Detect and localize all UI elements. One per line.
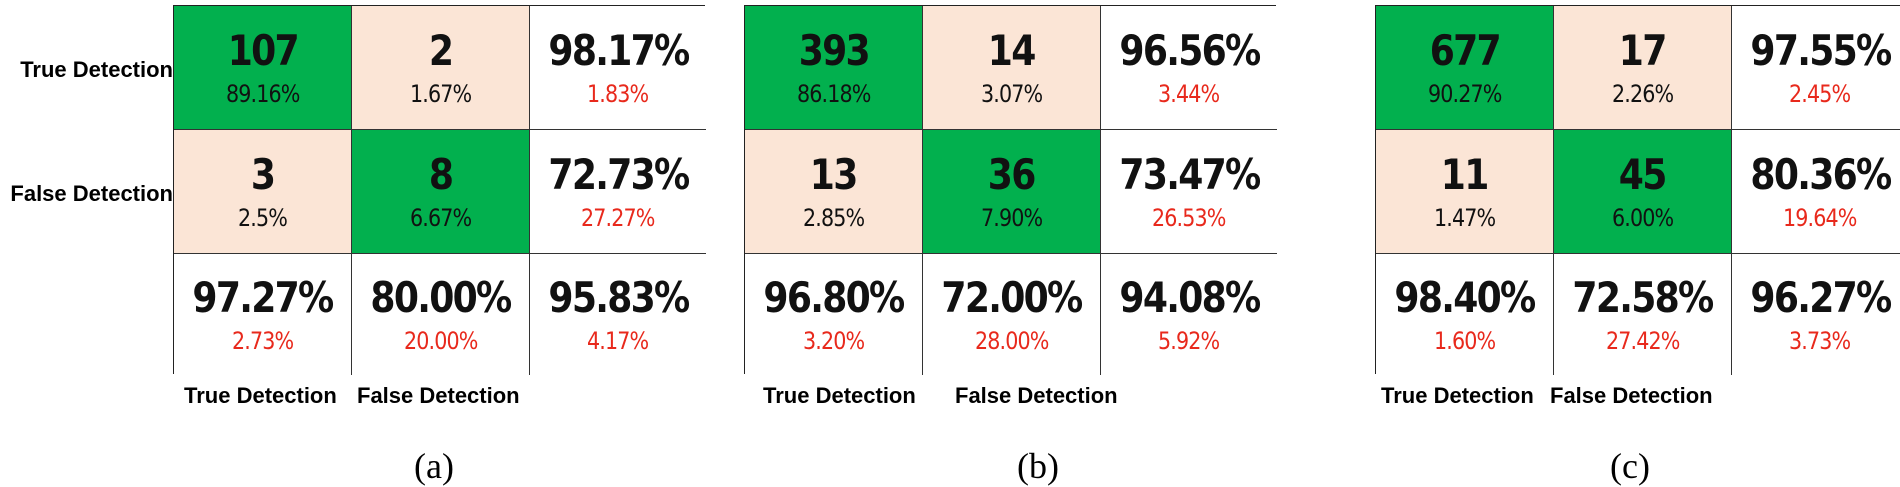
cell-error-rate: 2.73% xyxy=(231,326,294,355)
cell-error-rate: 3.44% xyxy=(1158,79,1220,108)
cell-percent: 1.67% xyxy=(409,79,472,108)
cell-percent: 86.18% xyxy=(796,79,871,108)
panel-caption: (b) xyxy=(1017,446,1059,486)
cell-false-positive: 13 2.85% xyxy=(745,130,923,254)
cell-false-positive: 11 1.47% xyxy=(1376,130,1554,254)
cell-error-rate: 27.27% xyxy=(581,203,655,232)
cell-row-precision: 72.73% 27.27% xyxy=(530,130,706,254)
cell-percent: 7.90% xyxy=(980,203,1043,232)
cell-false-negative: 17 2.26% xyxy=(1554,6,1732,130)
matrix-grid: 107 89.16% 2 1.67% 98.17% 1.83% 3 2.5% 8 6.67… xyxy=(173,5,706,375)
matrix-grid: 677 90.27% 17 2.26% 97.55% 2.45% 11 1.47% 45… xyxy=(1375,5,1900,375)
cell-true-positive: 393 86.18% xyxy=(745,6,923,130)
cell-true-negative: 45 6.00% xyxy=(1554,130,1732,254)
cell-count: 17 xyxy=(1619,25,1668,75)
col-label-true-detection: True Detection xyxy=(1381,383,1534,408)
cell-percent: 3.07% xyxy=(980,79,1043,108)
confusion-matrix-a: True Detection False Detection 107 89.16%… xyxy=(0,5,706,486)
cell-rate: 94.08% xyxy=(1118,272,1261,322)
cell-rate: 98.17% xyxy=(547,25,690,75)
cell-error-rate: 1.83% xyxy=(587,79,649,108)
cell-count: 8 xyxy=(428,149,454,199)
cell-true-positive: 107 89.16% xyxy=(174,6,352,130)
cell-column-recall: 98.40% 1.60% xyxy=(1376,254,1554,375)
cell-rate: 97.27% xyxy=(192,272,334,322)
cell-error-rate: 28.00% xyxy=(974,326,1049,355)
cell-error-rate: 20.00% xyxy=(403,326,478,355)
cell-row-precision: 98.17% 1.83% xyxy=(530,6,706,130)
cell-count: 393 xyxy=(798,25,870,75)
cell-rate: 72.58% xyxy=(1572,272,1714,322)
cell-error-rate: 5.92% xyxy=(1158,326,1220,355)
cell-rate: 72.73% xyxy=(547,149,690,199)
cell-count: 11 xyxy=(1441,149,1490,199)
cell-percent: 2.85% xyxy=(802,203,865,232)
cell-rate: 97.55% xyxy=(1749,25,1892,75)
cell-error-rate: 27.42% xyxy=(1605,326,1680,355)
cell-row-precision: 97.55% 2.45% xyxy=(1732,6,1900,130)
panel-caption: (c) xyxy=(1610,446,1650,486)
cell-true-negative: 36 7.90% xyxy=(923,130,1101,254)
cell-rate: 80.36% xyxy=(1749,149,1892,199)
cell-count: 13 xyxy=(810,149,859,199)
cell-percent: 2.5% xyxy=(237,203,288,232)
confusion-matrix-c: 677 90.27% 17 2.26% 97.55% 2.45% 11 1.47% 45… xyxy=(1164,5,1900,486)
cell-count: 107 xyxy=(227,25,299,75)
cell-error-rate: 3.20% xyxy=(802,326,865,355)
cell-false-negative: 14 3.07% xyxy=(923,6,1101,130)
cell-overall-accuracy: 94.08% 5.92% xyxy=(1101,254,1277,375)
col-label-true-detection: True Detection xyxy=(184,383,337,408)
cell-percent: 89.16% xyxy=(225,79,300,108)
cell-percent: 6.00% xyxy=(1611,203,1674,232)
cell-rate: 96.80% xyxy=(763,272,905,322)
cell-true-positive: 677 90.27% xyxy=(1376,6,1554,130)
col-label-false-detection: False Detection xyxy=(1550,383,1713,408)
matrix-grid: 393 86.18% 14 3.07% 96.56% 3.44% 13 2.85% 36… xyxy=(744,5,1277,375)
cell-error-rate: 2.45% xyxy=(1789,79,1851,108)
cell-rate: 96.27% xyxy=(1749,272,1892,322)
cell-column-recall: 72.00% 28.00% xyxy=(923,254,1101,375)
panel-caption: (a) xyxy=(414,446,454,486)
cell-rate: 95.83% xyxy=(547,272,690,322)
cell-rate: 96.56% xyxy=(1118,25,1261,75)
cell-error-rate: 19.64% xyxy=(1783,203,1857,232)
cell-true-negative: 8 6.67% xyxy=(352,130,530,254)
cell-error-rate: 4.17% xyxy=(587,326,649,355)
cell-row-precision: 73.47% 26.53% xyxy=(1101,130,1277,254)
cell-percent: 90.27% xyxy=(1427,79,1502,108)
cell-error-rate: 26.53% xyxy=(1152,203,1226,232)
cell-overall-accuracy: 96.27% 3.73% xyxy=(1732,254,1900,375)
cell-error-rate: 1.60% xyxy=(1433,326,1496,355)
cell-false-negative: 2 1.67% xyxy=(352,6,530,130)
cell-rate: 73.47% xyxy=(1118,149,1261,199)
cell-rate: 98.40% xyxy=(1394,272,1536,322)
cell-count: 36 xyxy=(988,149,1037,199)
cell-row-precision: 96.56% 3.44% xyxy=(1101,6,1277,130)
cell-error-rate: 3.73% xyxy=(1789,326,1851,355)
cell-count: 2 xyxy=(428,25,454,75)
cell-count: 14 xyxy=(988,25,1037,75)
cell-percent: 6.67% xyxy=(409,203,472,232)
cell-percent: 1.47% xyxy=(1433,203,1496,232)
row-label-true-detection: True Detection xyxy=(20,57,173,82)
cell-percent: 2.26% xyxy=(1611,79,1674,108)
cell-count: 677 xyxy=(1429,25,1501,75)
col-label-false-detection: False Detection xyxy=(955,383,1118,408)
row-label-false-detection: False Detection xyxy=(10,181,173,206)
cell-rate: 80.00% xyxy=(370,272,512,322)
cell-false-positive: 3 2.5% xyxy=(174,130,352,254)
cell-row-precision: 80.36% 19.64% xyxy=(1732,130,1900,254)
confusion-matrix-b: 393 86.18% 14 3.07% 96.56% 3.44% 13 2.85% 36… xyxy=(571,5,1277,486)
cell-count: 3 xyxy=(250,149,276,199)
col-label-false-detection: False Detection xyxy=(357,383,520,408)
col-label-true-detection: True Detection xyxy=(763,383,916,408)
cell-column-recall: 97.27% 2.73% xyxy=(174,254,352,375)
cell-column-recall: 96.80% 3.20% xyxy=(745,254,923,375)
cell-overall-accuracy: 95.83% 4.17% xyxy=(530,254,706,375)
cell-column-recall: 80.00% 20.00% xyxy=(352,254,530,375)
cell-count: 45 xyxy=(1619,149,1668,199)
cell-column-recall: 72.58% 27.42% xyxy=(1554,254,1732,375)
cell-rate: 72.00% xyxy=(941,272,1083,322)
